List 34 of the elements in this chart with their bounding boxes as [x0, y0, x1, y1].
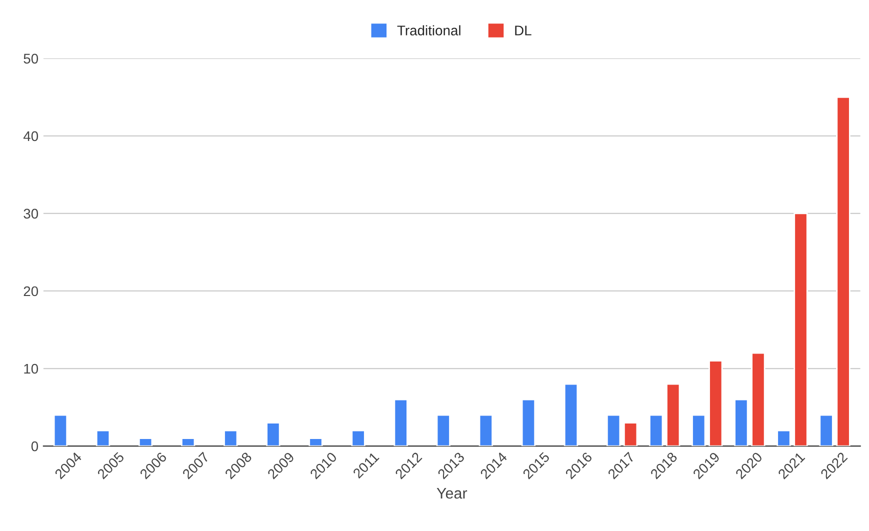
y-tick-label: 0: [31, 441, 38, 452]
legend-label: Traditional: [397, 25, 460, 36]
y-tick-label: 30: [24, 208, 38, 219]
bar: [776, 430, 791, 446]
bar: [521, 398, 536, 446]
bar: [266, 422, 280, 446]
bar: [794, 212, 808, 446]
bar: [308, 438, 323, 446]
y-tick-label: 50: [24, 54, 38, 64]
y-tick-label: 10: [24, 364, 38, 374]
x-axis-title: Year: [436, 488, 468, 499]
bar: [751, 352, 766, 446]
bar: [692, 414, 706, 446]
legend-label: DL: [515, 26, 532, 36]
bar: [819, 414, 834, 446]
y-tick-label: 20: [24, 286, 38, 296]
bar: [836, 96, 850, 446]
bar: [181, 438, 196, 446]
bar: [436, 414, 450, 446]
bar: [138, 438, 153, 446]
y-tick-label: 40: [23, 131, 38, 142]
bar: [351, 430, 366, 446]
bar: [224, 430, 238, 446]
bar: [666, 383, 680, 446]
bar: [623, 422, 638, 446]
bar: [478, 414, 493, 446]
bar: [564, 383, 578, 446]
bar: [606, 414, 621, 446]
bar: [394, 398, 408, 446]
bar: [649, 414, 664, 446]
bar: [96, 430, 110, 446]
bar: [53, 414, 68, 446]
bar: [734, 398, 748, 446]
bar: [708, 360, 723, 446]
